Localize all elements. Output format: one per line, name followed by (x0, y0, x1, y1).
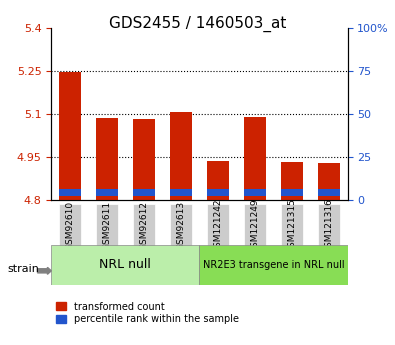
FancyBboxPatch shape (96, 204, 118, 247)
Text: GSM92610: GSM92610 (65, 201, 74, 250)
FancyBboxPatch shape (318, 204, 340, 247)
Text: GSM121316: GSM121316 (325, 198, 334, 253)
Bar (59, 189, 81, 196)
FancyBboxPatch shape (199, 245, 348, 285)
Text: GSM92612: GSM92612 (139, 201, 149, 250)
Text: NR2E3 transgene in NRL null: NR2E3 transgene in NRL null (203, 260, 344, 270)
Legend: transformed count, percentile rank within the sample: transformed count, percentile rank withi… (56, 302, 239, 325)
Bar (170, 111, 192, 200)
Text: strain: strain (8, 264, 40, 274)
Text: GSM92613: GSM92613 (177, 201, 186, 250)
Bar (244, 117, 266, 200)
Bar (281, 189, 303, 196)
Text: GSM121242: GSM121242 (213, 198, 222, 253)
FancyBboxPatch shape (170, 204, 192, 247)
Bar (170, 189, 192, 196)
Bar (207, 161, 229, 200)
Bar (244, 189, 266, 196)
Text: GSM121249: GSM121249 (250, 198, 260, 253)
Bar (281, 162, 303, 200)
FancyBboxPatch shape (51, 245, 199, 285)
Bar (96, 189, 118, 196)
FancyBboxPatch shape (281, 204, 303, 247)
Bar (59, 71, 81, 200)
Bar (96, 118, 118, 200)
Bar (207, 189, 229, 196)
Text: GDS2455 / 1460503_at: GDS2455 / 1460503_at (109, 16, 286, 32)
Bar (318, 163, 340, 200)
FancyBboxPatch shape (133, 204, 155, 247)
FancyBboxPatch shape (207, 204, 229, 247)
Text: GSM121315: GSM121315 (288, 198, 297, 253)
Bar (133, 119, 155, 200)
Bar (133, 189, 155, 196)
Text: NRL null: NRL null (100, 258, 151, 271)
FancyBboxPatch shape (59, 204, 81, 247)
Bar (318, 189, 340, 196)
FancyBboxPatch shape (244, 204, 266, 247)
Text: GSM92611: GSM92611 (102, 201, 111, 250)
